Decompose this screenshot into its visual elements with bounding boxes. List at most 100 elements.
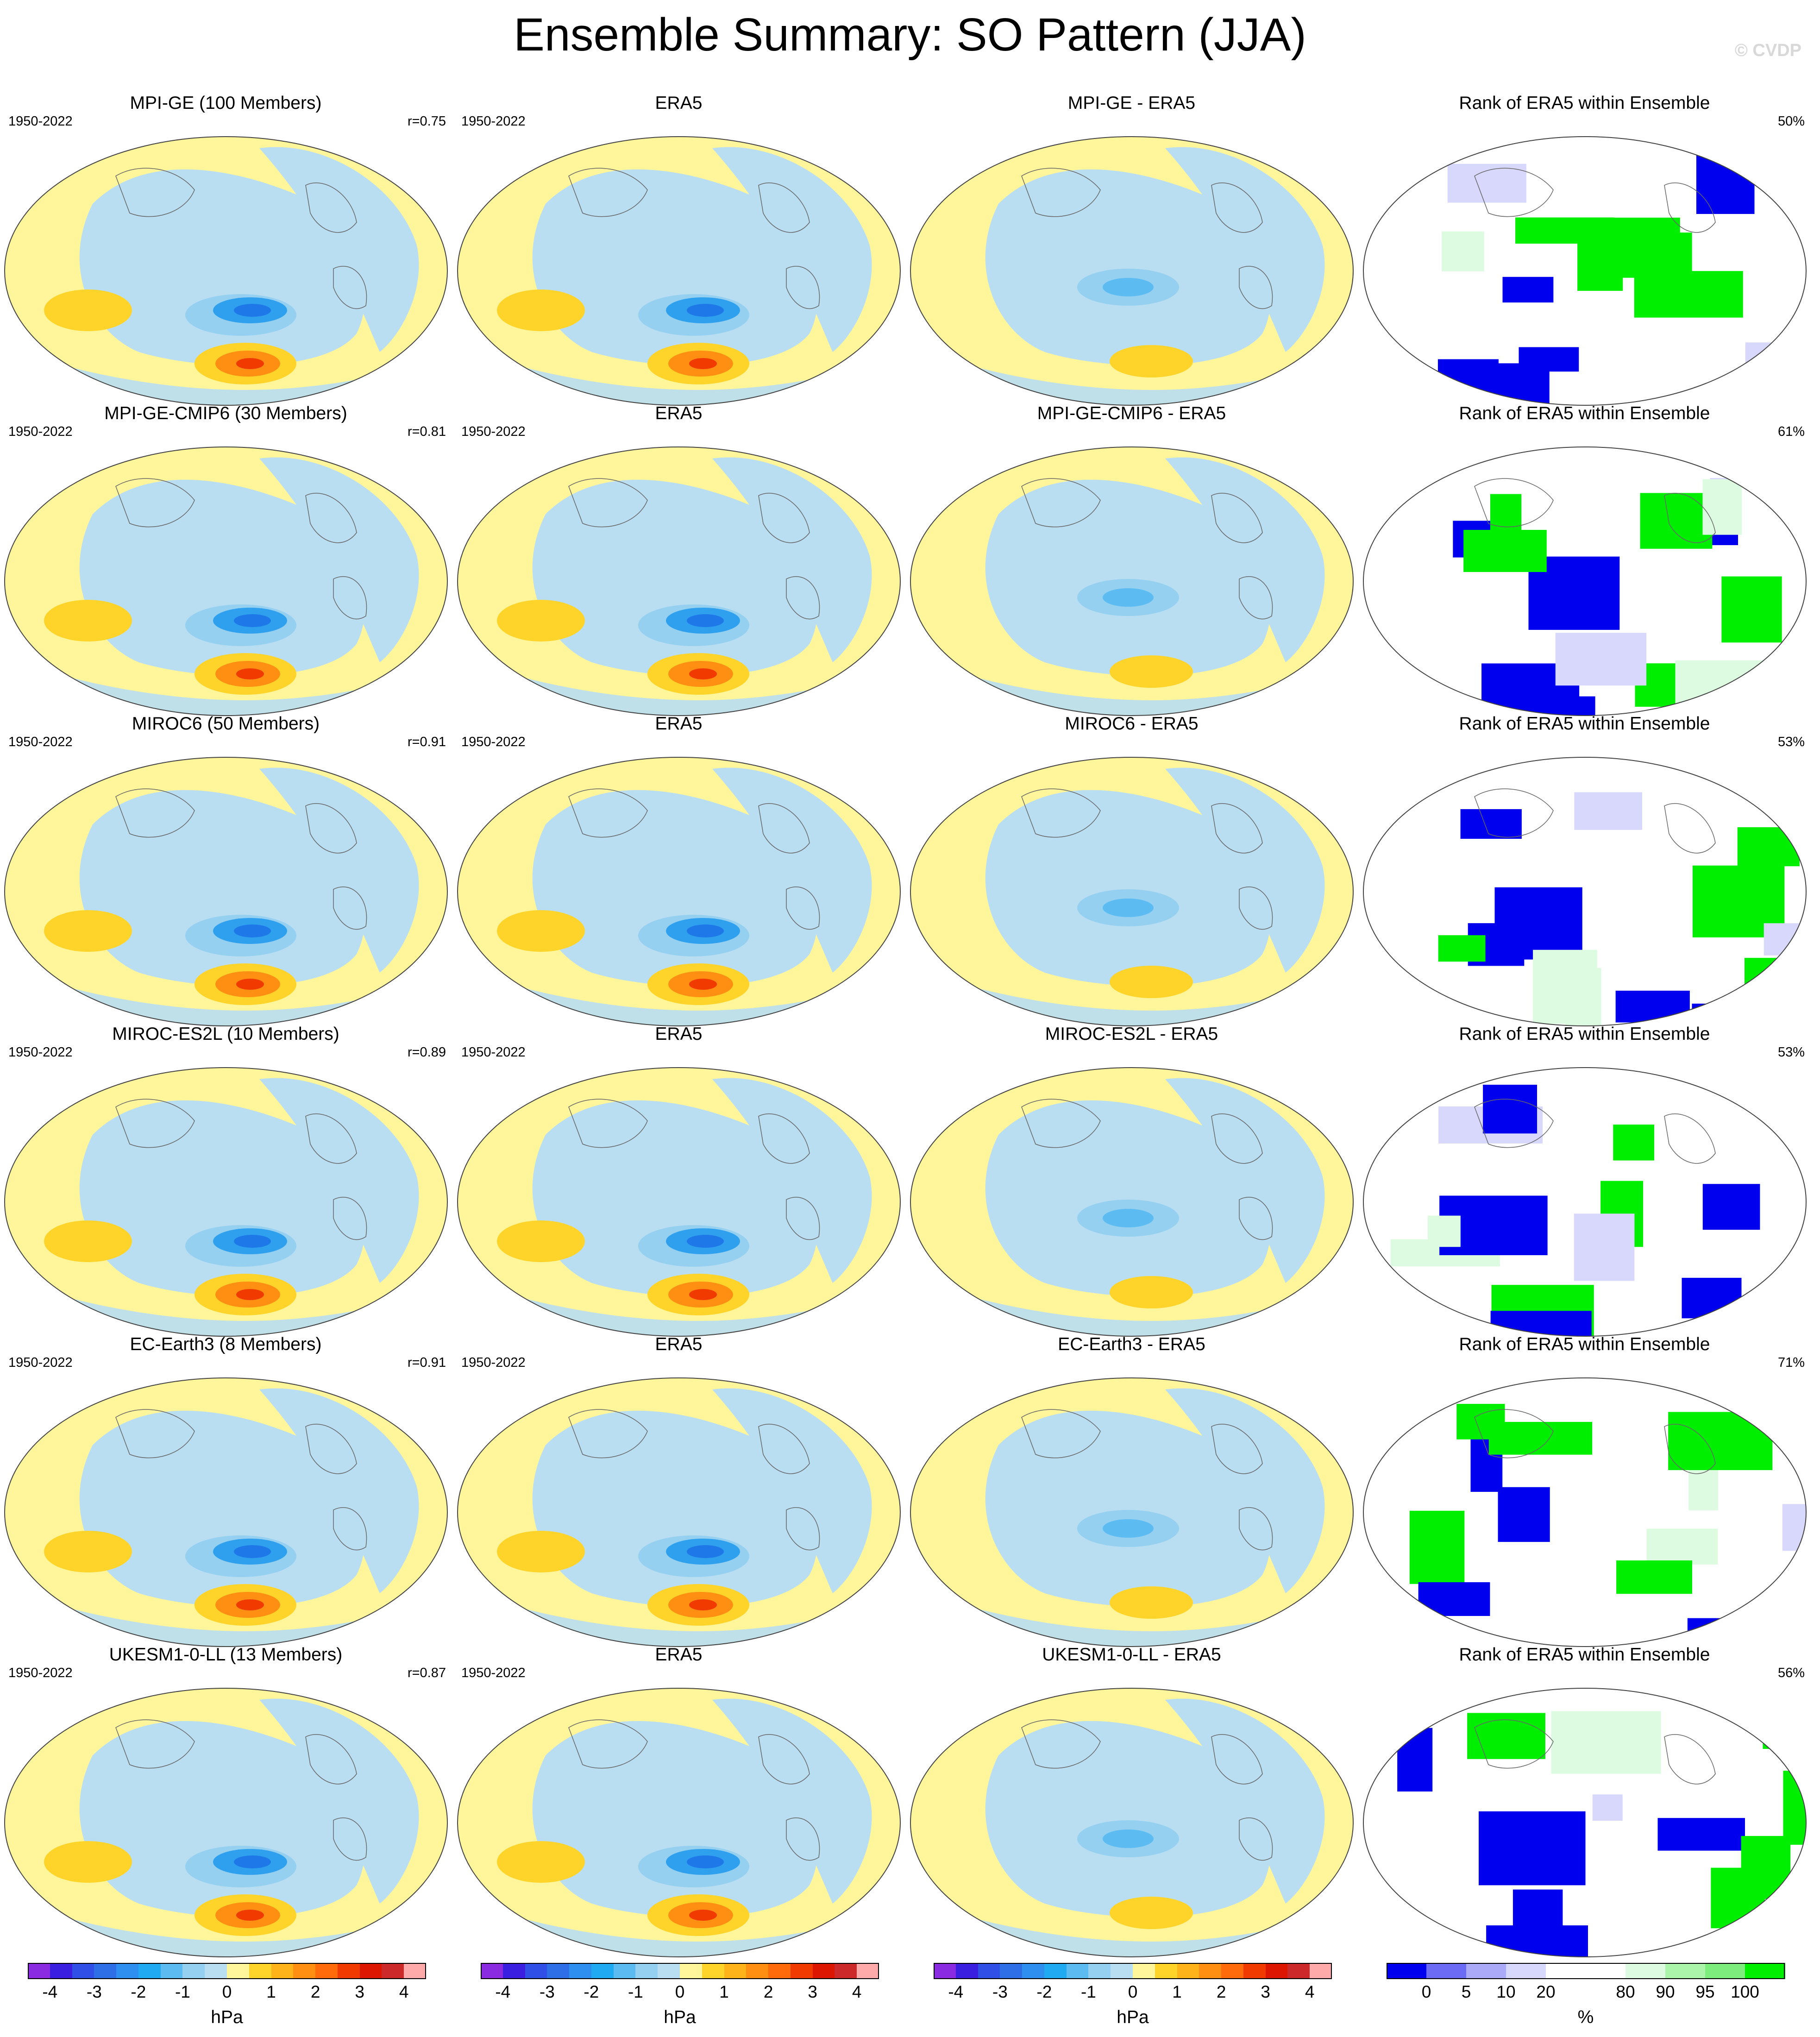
obs-map-2 <box>457 446 901 716</box>
colorbar-swatch <box>249 1963 272 1979</box>
period-label: 1950-2022 <box>461 1666 526 1680</box>
period-label: 1950-2022 <box>8 114 73 129</box>
rank-percentage: 61% <box>1777 424 1805 439</box>
map-panel-model-6: UKESM1-0-LL (13 Members) 1950-2022 r=0.87 <box>0 1644 452 1957</box>
colorbar-swatch <box>481 1963 503 1979</box>
map-panel-diff-6: UKESM1-0-LL - ERA5 <box>906 1644 1357 1957</box>
map-panel-rank-6: Rank of ERA5 within Ensemble 56% <box>1359 1644 1810 1957</box>
colorbar-swatch <box>1466 1963 1506 1979</box>
colorbar-swatch <box>1066 1963 1089 1979</box>
period-label: 1950-2022 <box>461 735 526 749</box>
colorbar-swatch <box>1665 1963 1706 1979</box>
colorbar-tick-label: -4 <box>42 1982 58 2001</box>
colorbar-swatch <box>613 1963 636 1979</box>
map-panel-obs-1: ERA5 1950-2022 <box>453 93 904 406</box>
rank-percentage: 71% <box>1777 1355 1805 1370</box>
map-panel-model-5: EC-Earth3 (8 Members) 1950-2022 r=0.91 <box>0 1334 452 1647</box>
colorbar-outline <box>28 1963 426 1979</box>
colorbar-swatch <box>1287 1963 1310 1979</box>
colorbar-swatch <box>404 1963 427 1979</box>
obs-map-1 <box>457 136 901 406</box>
colorbar-swatch <box>382 1963 404 1979</box>
panel-title: Rank of ERA5 within Ensemble <box>1459 1024 1710 1044</box>
diff-map-5 <box>910 1377 1354 1647</box>
colorbar-swatch <box>569 1963 592 1979</box>
rank-map-1 <box>1363 136 1807 406</box>
colorbar-swatch <box>205 1963 227 1979</box>
colorbar-swatch <box>857 1963 879 1979</box>
model-map-4 <box>4 1067 448 1337</box>
pattern-correlation: r=0.81 <box>407 424 446 439</box>
colorbar-unit-label: hPa <box>1117 2007 1149 2027</box>
period-label: 1950-2022 <box>8 1045 73 1060</box>
colorbar-unit-label: % <box>1577 2007 1594 2027</box>
panel-title: UKESM1-0-LL (13 Members) <box>109 1645 343 1665</box>
rank-percentage: 53% <box>1777 735 1805 749</box>
colorbar-tick-label: -4 <box>495 1982 511 2001</box>
diff-map-1 <box>910 136 1354 406</box>
panel-title: EC-Earth3 - ERA5 <box>1058 1334 1205 1354</box>
obs-map-4 <box>457 1067 901 1337</box>
panel-title: ERA5 <box>655 1334 703 1354</box>
colorbar-swatch <box>160 1963 183 1979</box>
map-panel-obs-2: ERA5 1950-2022 <box>453 403 904 716</box>
colorbar-swatch <box>702 1963 725 1979</box>
map-panel-rank-1: Rank of ERA5 within Ensemble 50% <box>1359 93 1810 406</box>
map-panel-obs-5: ERA5 1950-2022 <box>453 1334 904 1647</box>
colorbar-outline <box>1387 1963 1785 1979</box>
colorbar-swatch <box>502 1963 526 1979</box>
colorbar-tick-label: 3 <box>808 1982 817 2001</box>
colorbar-tick-label: 90 <box>1656 1982 1675 2001</box>
colorbar-swatch <box>978 1963 1000 1979</box>
colorbar-tick-label: -2 <box>584 1982 599 2001</box>
map-panel-rank-5: Rank of ERA5 within Ensemble 71% <box>1359 1334 1810 1647</box>
colorbar-swatch <box>1177 1963 1199 1979</box>
map-panel-diff-1: MPI-GE - ERA5 <box>906 93 1357 406</box>
colorbar-tick-label: 0 <box>1421 1982 1431 2001</box>
colorbar-swatch <box>1310 1963 1332 1979</box>
colorbar-tick-label: 5 <box>1461 1982 1471 2001</box>
colorbar-swatch <box>1265 1963 1288 1979</box>
colorbar-tick-label: 3 <box>1261 1982 1270 2001</box>
colorbar-swatch <box>94 1963 117 1979</box>
panel-title: MIROC-ES2L (10 Members) <box>112 1024 339 1044</box>
period-label: 1950-2022 <box>461 1045 526 1060</box>
colorbar-tick-label: 80 <box>1616 1982 1635 2001</box>
period-label: 1950-2022 <box>8 735 73 749</box>
colorbar-outline <box>934 1963 1332 1979</box>
panel-title: ERA5 <box>655 1024 703 1044</box>
colorbar-tick-label: 4 <box>399 1982 409 2001</box>
colorbar-tick-label: 20 <box>1536 1982 1556 2001</box>
colorbar-tick-label: 1 <box>1172 1982 1182 2001</box>
colorbar-swatch <box>116 1963 139 1979</box>
colorbar-swatch <box>591 1963 614 1979</box>
panel-title: ERA5 <box>655 93 703 113</box>
panel-title: MPI-GE (100 Members) <box>130 93 322 113</box>
panel-title: MPI-GE-CMIP6 (30 Members) <box>104 403 347 423</box>
colorbar-swatch <box>1088 1963 1111 1979</box>
colorbar-swatch <box>1155 1963 1178 1979</box>
colorbar-swatch <box>337 1963 360 1979</box>
colorbar-swatch <box>955 1963 979 1979</box>
panel-title: MPI-GE-CMIP6 - ERA5 <box>1037 403 1226 423</box>
rank-percentage: 50% <box>1777 114 1805 129</box>
obs-map-6 <box>457 1688 901 1957</box>
diff-map-3 <box>910 757 1354 1026</box>
colorbar-tick-label: 100 <box>1731 1982 1759 2001</box>
colorbar-tick-label: -3 <box>539 1982 555 2001</box>
colorbar-tick-label: 1 <box>266 1982 276 2001</box>
period-label: 1950-2022 <box>461 1355 526 1370</box>
colorbar-tick-label: 2 <box>310 1982 320 2001</box>
colorbar-tick-label: 95 <box>1695 1982 1715 2001</box>
period-label: 1950-2022 <box>461 114 526 129</box>
colorbar-swatch <box>1000 1963 1023 1979</box>
pattern-correlation: r=0.75 <box>407 114 446 129</box>
diff-map-6 <box>910 1688 1354 1957</box>
pattern-correlation: r=0.89 <box>407 1045 446 1060</box>
colorbar-swatch <box>50 1963 73 1979</box>
model-map-6 <box>4 1688 448 1957</box>
map-panel-model-3: MIROC6 (50 Members) 1950-2022 r=0.91 <box>0 713 452 1026</box>
panel-title: Rank of ERA5 within Ensemble <box>1459 714 1710 734</box>
colorbar-swatch <box>1221 1963 1244 1979</box>
map-panel-diff-5: EC-Earth3 - ERA5 <box>906 1334 1357 1647</box>
